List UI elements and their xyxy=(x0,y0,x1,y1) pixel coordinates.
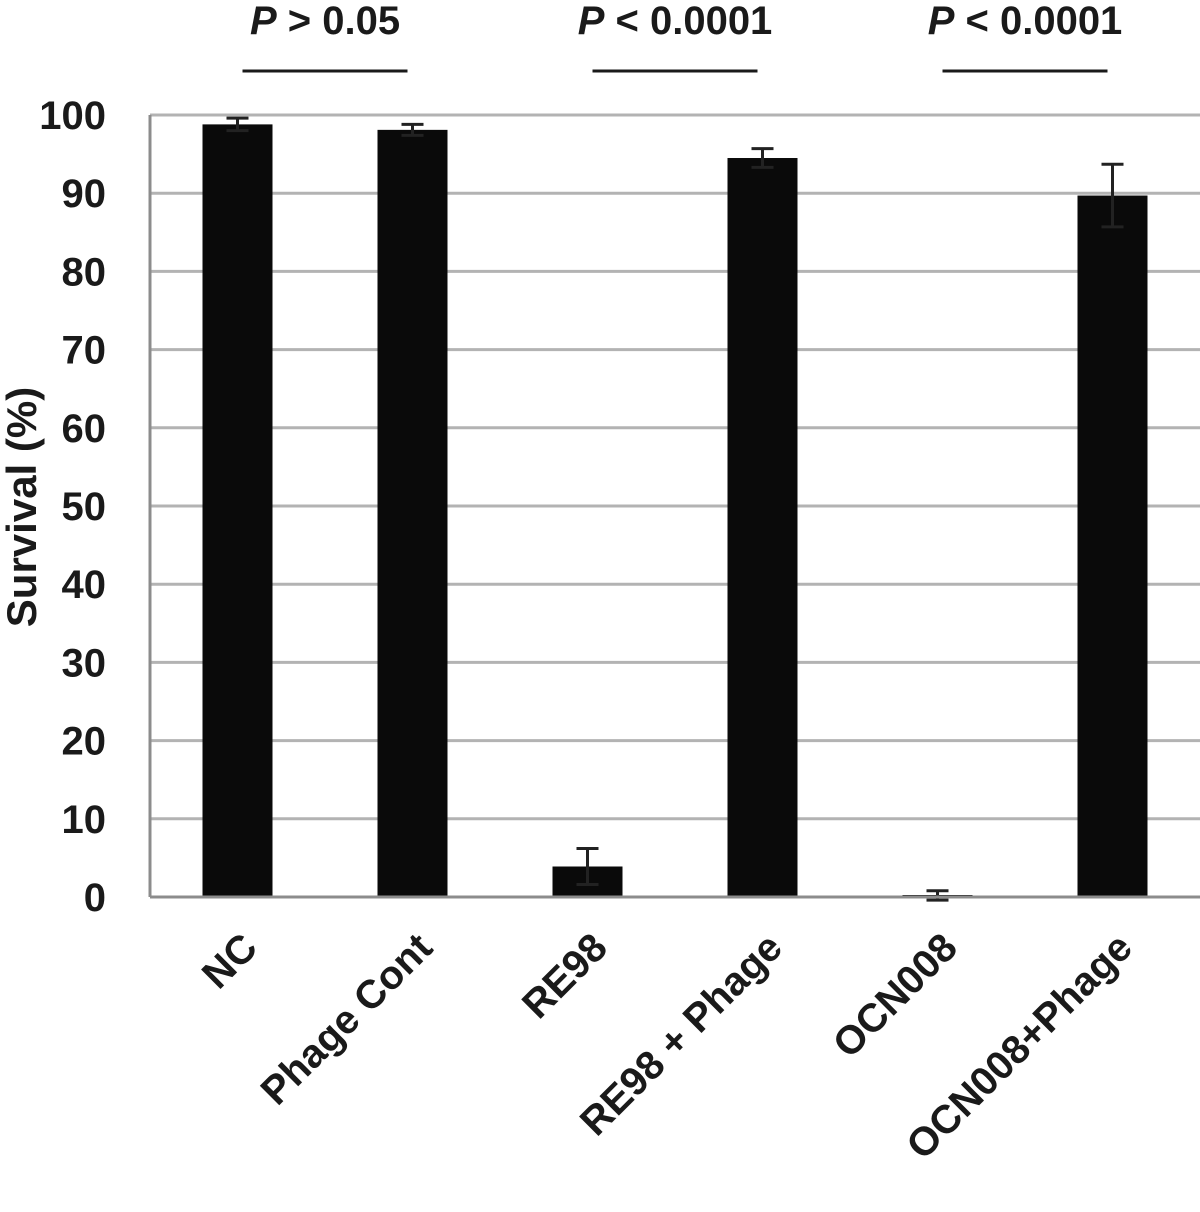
p-value-text: > 0.05 xyxy=(277,0,400,43)
x-category-label: RE98 xyxy=(514,925,616,1027)
p-value-label: P < 0.0001 xyxy=(928,0,1123,43)
y-tick-label: 30 xyxy=(62,641,107,685)
bar xyxy=(377,129,448,897)
y-tick-label: 100 xyxy=(39,94,106,138)
p-symbol: P xyxy=(578,0,605,43)
y-tick-label: 60 xyxy=(62,407,107,451)
y-tick-label: 50 xyxy=(62,485,107,529)
x-category-label: Phage Cont xyxy=(253,925,441,1113)
y-tick-label: 20 xyxy=(62,720,107,764)
p-value-text: < 0.0001 xyxy=(954,0,1122,43)
y-axis-title: Survival (%) xyxy=(0,387,45,627)
p-symbol: P xyxy=(250,0,277,43)
y-tick-label: 70 xyxy=(62,329,107,373)
bar xyxy=(1077,195,1148,897)
bar xyxy=(202,124,273,897)
p-symbol: P xyxy=(928,0,955,43)
axes xyxy=(148,115,1200,899)
grid-lines xyxy=(150,113,1200,821)
y-tick-label: 80 xyxy=(62,250,107,294)
p-value-text: < 0.0001 xyxy=(604,0,772,43)
p-value-label: P < 0.0001 xyxy=(578,0,773,43)
x-category-label: OCN008 xyxy=(825,925,966,1066)
bar xyxy=(727,158,798,897)
p-value-label: P > 0.05 xyxy=(250,0,400,43)
x-category-label: NC xyxy=(194,925,266,997)
error-bars xyxy=(226,116,1124,902)
y-tick-labels: 0 10 20 30 40 50 60 70 80 90 100 xyxy=(39,94,106,920)
bars xyxy=(202,124,1148,897)
y-tick-label: 0 xyxy=(84,876,106,920)
y-tick-label: 40 xyxy=(62,563,107,607)
y-tick-label: 90 xyxy=(62,172,107,216)
significance-annotations: P > 0.05 P < 0.0001 P < 0.0001 xyxy=(242,0,1123,73)
y-tick-label: 10 xyxy=(62,798,107,842)
